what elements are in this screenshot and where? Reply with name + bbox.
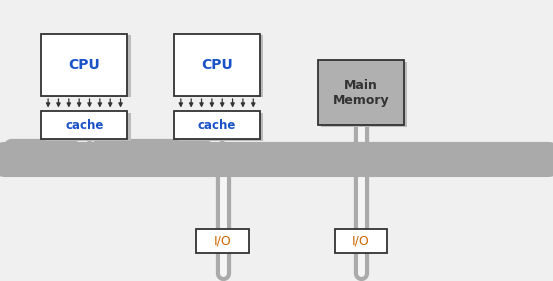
Text: CPU: CPU [201, 58, 233, 72]
Text: cache: cache [198, 119, 236, 132]
Bar [318, 60, 404, 125]
Text: Main
Memory: Main Memory [332, 79, 389, 107]
Text: I/O: I/O [213, 234, 232, 248]
Bar [174, 34, 260, 96]
Bar [45, 113, 131, 141]
Bar [41, 111, 127, 139]
Bar [41, 34, 127, 96]
Bar [174, 111, 260, 139]
Bar [45, 35, 131, 97]
Bar [196, 229, 249, 253]
Text: cache: cache [65, 119, 103, 132]
Bar [178, 113, 263, 141]
FancyBboxPatch shape [0, 142, 553, 177]
Bar [178, 35, 263, 97]
Bar [321, 62, 407, 127]
Text: CPU: CPU [69, 58, 100, 72]
Bar [335, 229, 387, 253]
Text: I/O: I/O [352, 234, 370, 248]
